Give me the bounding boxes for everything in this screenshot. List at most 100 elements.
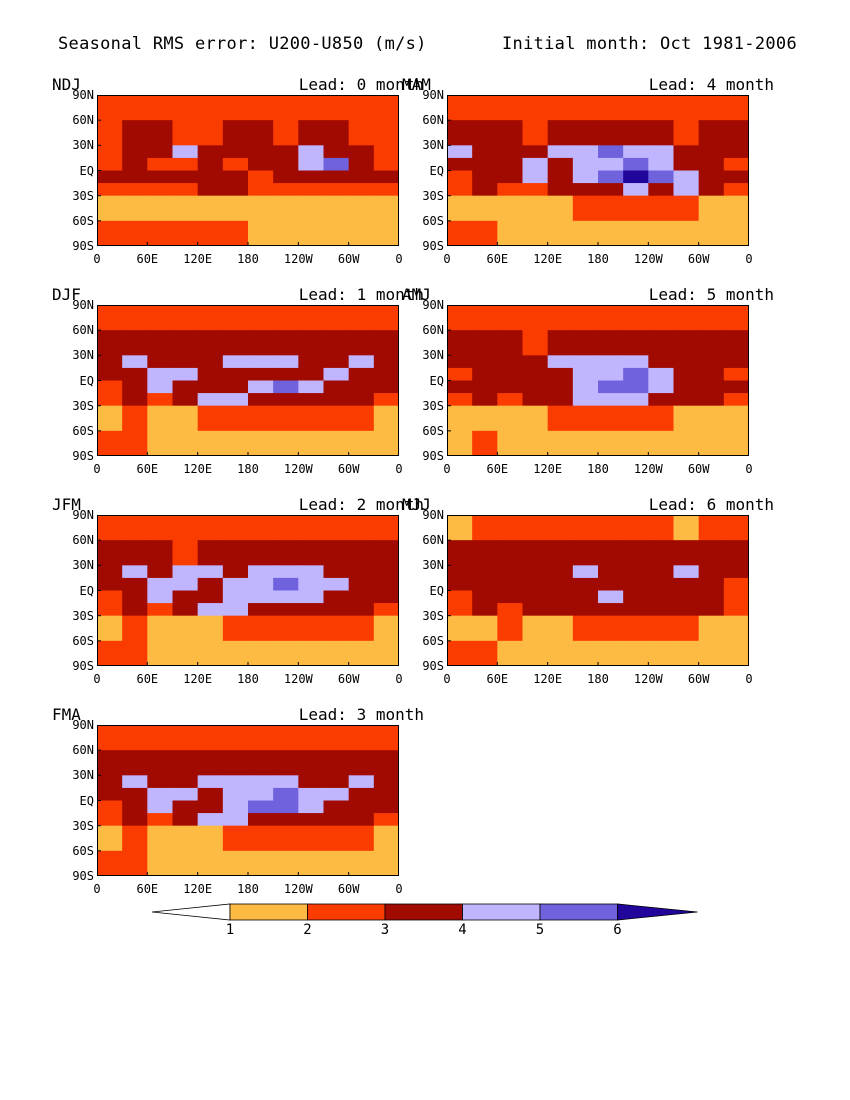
heatmap-cell <box>373 603 399 617</box>
heatmap-cell <box>197 565 224 579</box>
heatmap-cell <box>147 305 173 331</box>
heatmap-cell <box>172 145 199 159</box>
x-tick-label: 120W <box>283 462 313 476</box>
heatmap-cell <box>373 775 399 789</box>
heatmap-cell <box>122 380 148 394</box>
heatmap-cell <box>522 640 549 666</box>
heatmap-cell <box>373 787 399 801</box>
heatmap-cell <box>373 367 399 381</box>
heatmap-cell <box>648 405 674 432</box>
heatmap-cell <box>273 775 299 789</box>
heatmap-cell <box>572 380 599 394</box>
heatmap-cell <box>172 157 199 171</box>
y-tick-label: 90S <box>72 659 94 673</box>
heatmap-cell <box>673 220 700 246</box>
heatmap-cell <box>698 603 725 617</box>
heatmap-cell <box>248 355 274 369</box>
heatmap-cell <box>298 577 324 591</box>
y-tick-label: 90N <box>72 298 94 312</box>
heatmap-cell <box>522 590 549 604</box>
heatmap-cell <box>723 540 749 566</box>
heatmap-cell <box>248 577 274 591</box>
heatmap-cell <box>197 800 224 814</box>
heatmap-cell <box>673 120 700 146</box>
heatmap-cell <box>648 565 674 579</box>
heatmap-cell <box>248 183 274 197</box>
heatmap-cell <box>298 813 324 827</box>
heatmap-cell <box>598 330 624 356</box>
map-svg <box>97 725 399 876</box>
heatmap-cell <box>97 850 123 876</box>
heatmap-cell <box>623 367 649 381</box>
panel-season-label: NDJ <box>52 75 81 94</box>
heatmap-cell <box>472 515 498 541</box>
heatmap-cell <box>648 603 674 617</box>
y-tick-label: 60N <box>72 323 94 338</box>
heatmap-cell <box>298 565 324 579</box>
heatmap-cell <box>323 305 350 331</box>
heatmap-cell <box>497 195 523 222</box>
heatmap-cell <box>648 380 674 394</box>
heatmap-cell <box>222 725 249 751</box>
heatmap-cell <box>447 183 473 197</box>
heatmap-cell <box>623 603 649 617</box>
heatmap-cell <box>222 750 249 776</box>
heatmap-cell <box>572 430 599 456</box>
heatmap-cell <box>147 355 173 369</box>
heatmap-cell <box>522 220 549 246</box>
heatmap-cell <box>147 393 173 407</box>
heatmap-cell <box>547 540 574 566</box>
heatmap-cell <box>273 367 299 381</box>
heatmap-cell <box>472 615 498 642</box>
heatmap-cell <box>222 577 249 591</box>
heatmap-cell <box>598 355 624 369</box>
x-tick-label: 0 <box>395 252 403 266</box>
heatmap-cell <box>323 157 350 171</box>
heatmap-cell <box>323 355 350 369</box>
heatmap-cell <box>248 330 274 356</box>
heatmap-cell <box>348 183 375 197</box>
heatmap-cell <box>472 430 498 456</box>
y-tick-label: EQ <box>429 373 444 388</box>
x-tick-label: 120E <box>533 252 563 266</box>
x-tick-label: 0 <box>443 672 451 686</box>
heatmap-cell <box>623 380 649 394</box>
heatmap-cell <box>122 305 148 331</box>
heatmap-cell <box>97 355 123 369</box>
heatmap-cell <box>447 603 473 617</box>
heatmap-cell <box>648 430 674 456</box>
y-tick-label: 90S <box>422 239 444 253</box>
x-tick-label: 60E <box>486 252 509 266</box>
heatmap-cell <box>97 120 123 146</box>
heatmap-cell <box>348 725 375 751</box>
heatmap-cell <box>623 170 649 184</box>
heatmap-cell <box>497 393 523 407</box>
panel-amj: AMJ Lead: 5 month 90N 60N 30N EQ 30S 60S 90S 0 60E… <box>400 285 780 490</box>
heatmap-cell <box>648 640 674 666</box>
panel-lead-label: Lead: 1 month <box>298 285 424 304</box>
panel-mjj: MJJ Lead: 6 month 90N 60N 30N EQ 30S 60S 90S 0 60E… <box>400 495 780 700</box>
heatmap-cell <box>348 393 375 407</box>
heatmap-cell <box>172 577 199 591</box>
y-tick-label: 60S <box>72 843 94 858</box>
heatmap-cell <box>122 850 148 876</box>
heatmap-cell <box>197 157 224 171</box>
heatmap-cell <box>598 393 624 407</box>
heatmap-cell <box>348 825 375 852</box>
y-tick-label: 60N <box>422 113 444 128</box>
heatmap-cell <box>598 367 624 381</box>
heatmap-cell <box>323 170 350 184</box>
heatmap-cell <box>522 540 549 566</box>
heatmap-cell <box>97 577 123 591</box>
x-tick-label: 120W <box>283 882 313 896</box>
heatmap-cell <box>522 157 549 171</box>
heatmap-cell <box>623 157 649 171</box>
heatmap-cell <box>673 590 700 604</box>
heatmap-cell <box>323 195 350 222</box>
heatmap-cell <box>648 220 674 246</box>
heatmap-cell <box>147 380 173 394</box>
x-tick-label: 0 <box>395 672 403 686</box>
heatmap-cell <box>172 565 199 579</box>
panel-lead-label: Lead: 5 month <box>648 285 774 304</box>
heatmap-cell <box>273 577 299 591</box>
